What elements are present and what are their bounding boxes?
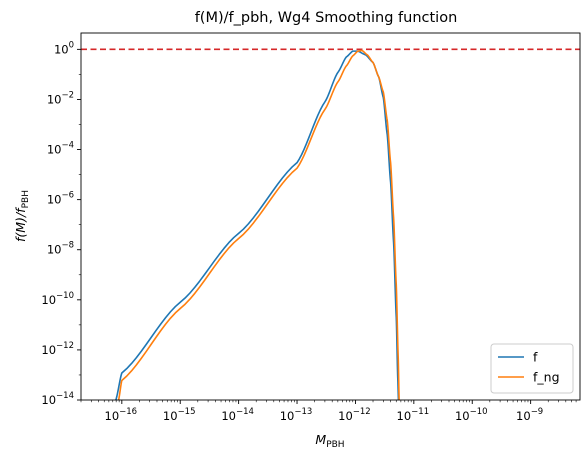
y-tick-label: 10−2	[47, 90, 74, 106]
x-tick-label: 10−11	[397, 407, 430, 423]
series-line-f	[115, 50, 400, 400]
legend-box	[490, 343, 574, 394]
y-tick-label: 10−14	[41, 391, 74, 407]
chart-title: f(M)/f_pbh, Wg4 Smoothing function	[195, 10, 458, 26]
series-layer	[115, 49, 400, 400]
x-axis-ticks: 10−16 10−15 10−14 10−13 10−12 10−11 10−10 10−9	[80, 400, 577, 423]
y-tick-label: 10−6	[47, 191, 74, 207]
x-tick-label: 10−10	[455, 407, 488, 423]
x-tick-label: 10−13	[280, 407, 313, 423]
y-tick-label: 100	[54, 40, 74, 56]
x-tick-label: 10−16	[105, 407, 138, 423]
y-tick-label: 10−10	[41, 291, 74, 307]
legend-label-f: f	[533, 350, 538, 365]
y-axis-ticks: 100 10−2 10−4 10−6 10−8 10−10 10−12 10−14	[41, 40, 81, 407]
y-tick-label: 10−12	[41, 341, 74, 357]
x-axis-label: MPBH	[315, 432, 344, 450]
legend: f f_ng	[490, 343, 574, 394]
x-tick-label: 10−12	[338, 407, 371, 423]
plot-frame	[80, 32, 581, 401]
legend-label-f-ng: f_ng	[533, 370, 560, 385]
y-tick-label: 10−8	[47, 241, 74, 257]
y-axis-label: f(M)/fPBH	[13, 190, 31, 242]
x-tick-label: 10−9	[516, 407, 543, 423]
x-tick-label: 10−15	[163, 407, 196, 423]
series-line-f-ng	[117, 49, 400, 400]
x-tick-label: 10−14	[221, 407, 254, 423]
y-tick-label: 10−4	[47, 141, 74, 157]
